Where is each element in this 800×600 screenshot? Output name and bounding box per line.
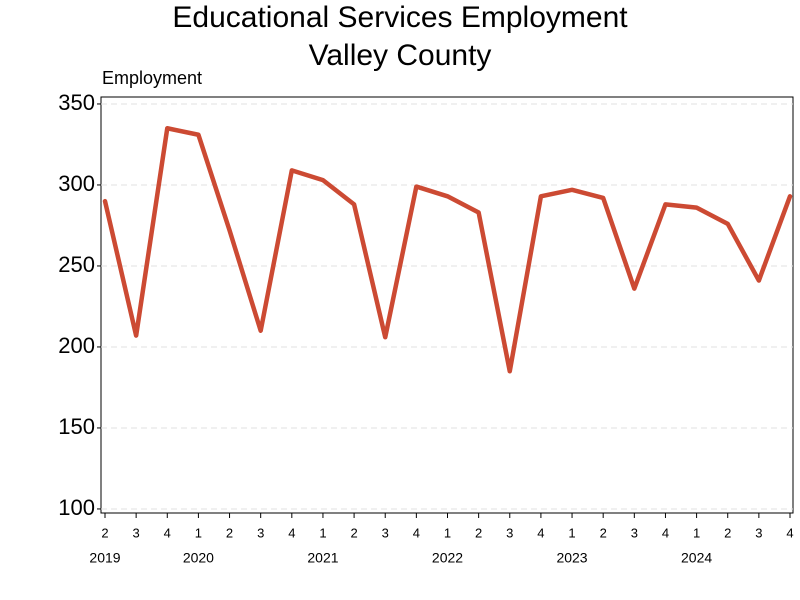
x-tick-label: 3	[382, 525, 389, 540]
x-tick-label: 3	[257, 525, 264, 540]
x-group-label: 2023	[556, 550, 587, 566]
x-tick-label: 1	[319, 525, 326, 540]
x-tick-label: 3	[631, 525, 638, 540]
y-tick-label: 300	[58, 171, 95, 196]
y-tick-label: 200	[58, 333, 95, 358]
x-group-label: 2024	[681, 550, 712, 566]
y-tick-label: 250	[58, 252, 95, 277]
x-tick-label: 1	[568, 525, 575, 540]
y-axis-label: Employment	[102, 68, 202, 88]
x-tick-label: 2	[600, 525, 607, 540]
x-group-label: 2022	[432, 550, 463, 566]
x-tick-label: 4	[786, 525, 793, 540]
x-tick-label: 4	[164, 525, 171, 540]
x-group-label: 2020	[183, 550, 214, 566]
x-tick-label: 4	[288, 525, 295, 540]
y-tick-label: 150	[58, 414, 95, 439]
x-tick-label: 2	[475, 525, 482, 540]
x-tick-label: 2	[350, 525, 357, 540]
y-tick-label: 350	[58, 90, 95, 115]
x-group-label: 2021	[307, 550, 338, 566]
x-tick-label: 4	[537, 525, 544, 540]
x-tick-label: 3	[755, 525, 762, 540]
chart-subtitle: Valley County	[309, 39, 492, 72]
x-tick-label: 1	[693, 525, 700, 540]
x-tick-label: 2	[101, 525, 108, 540]
x-tick-label: 4	[413, 525, 420, 540]
x-tick-label: 1	[195, 525, 202, 540]
x-tick-label: 3	[133, 525, 140, 540]
chart-title: Educational Services Employment	[172, 1, 628, 34]
line	[102, 126, 793, 374]
x-tick-label: 2	[724, 525, 731, 540]
x-tick-label: 4	[662, 525, 669, 540]
x-tick-label: 2	[226, 525, 233, 540]
x-group-label: 2019	[89, 550, 120, 566]
y-tick-label: 100	[58, 495, 95, 520]
x-tick-label: 3	[506, 525, 513, 540]
x-tick-label: 1	[444, 525, 451, 540]
